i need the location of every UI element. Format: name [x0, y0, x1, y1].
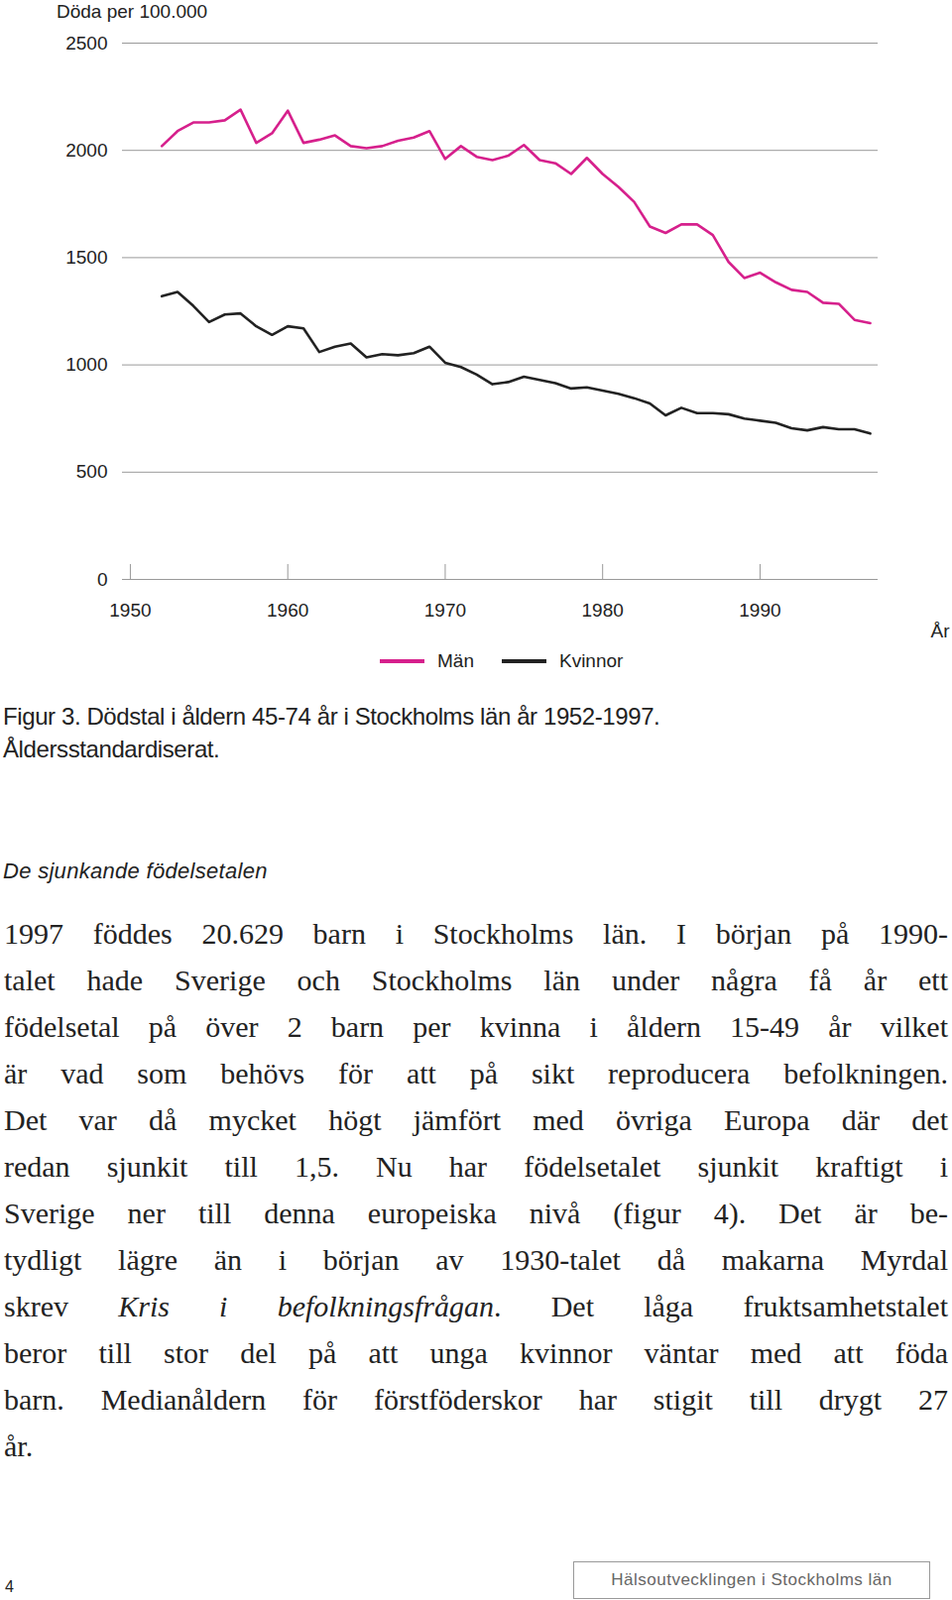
html-text:Det var då mycket högt jämfört: Det var då mycket högt jämfört med övrig… [3, 1103, 949, 1137]
html-text:talet hade Sverige och Stockho: talet hade Sverige och Stockholms län un… [3, 963, 949, 997]
svg-text:1970: 1970 [424, 599, 467, 621]
svg-text:1960: 1960 [266, 599, 309, 621]
svg-text:År: År [931, 620, 952, 642]
html-text:Döda per 100.000: Döda per 100.000 [56, 0, 208, 22]
svg-text:1500: 1500 [65, 246, 108, 268]
svg-text:0: 0 [97, 569, 109, 591]
html-text:1997 föddes 20.629 barn i Stoc: 1997 föddes 20.629 barn i Stockholms län… [3, 917, 949, 951]
html-text:tydligt lägre än i början av 1: tydligt lägre än i början av 1930-talet … [3, 1243, 949, 1277]
svg-text:1950: 1950 [109, 599, 151, 621]
html-text:skrev Kris i befolkningsfrågan: skrev Kris i befolkningsfrågan. Det låga… [3, 1290, 949, 1323]
html-text:födelsetal på över 2 barn per: födelsetal på över 2 barn per kvinna i å… [3, 1010, 949, 1044]
svg-text:2500: 2500 [65, 32, 108, 54]
svg-text:500: 500 [76, 461, 109, 482]
html-text:Kvinnor: Kvinnor [559, 650, 624, 672]
html-text:Sverige ner till denna europei: Sverige ner till denna europeiska nivå (… [3, 1196, 949, 1230]
html-text:Figur 3. Dödstal i åldern 45-7: Figur 3. Dödstal i åldern 45-74 år i Sto… [2, 703, 660, 730]
html-text:Åldersstandardiserat.: Åldersstandardiserat. [2, 735, 220, 763]
html-text:Män: Män [437, 650, 475, 672]
svg-text:1990: 1990 [738, 599, 781, 621]
html-text:De sjunkande födelsetalen: De sjunkande födelsetalen [2, 858, 268, 884]
html-text:beror till stor del på att ung: beror till stor del på att unga kvinnor … [3, 1336, 949, 1370]
html-text:4: 4 [4, 1578, 14, 1596]
html-text:år.: år. [3, 1429, 33, 1463]
html-text:Hälsoutvecklingen i Stockholms: Hälsoutvecklingen i Stockholms län [611, 1570, 893, 1590]
html-text:redan sjunkit till 1,5. Nu har: redan sjunkit till 1,5. Nu har födelseta… [3, 1150, 949, 1184]
svg-text:1000: 1000 [65, 354, 108, 375]
svg-text:1980: 1980 [582, 599, 624, 621]
html-text:är vad som behövs för att på s: är vad som behövs för att på sikt reprod… [3, 1057, 949, 1090]
svg-text:2000: 2000 [65, 139, 108, 161]
html-text:barn. Medianåldern för förstfö: barn. Medianåldern för förstföderskor ha… [3, 1383, 949, 1417]
